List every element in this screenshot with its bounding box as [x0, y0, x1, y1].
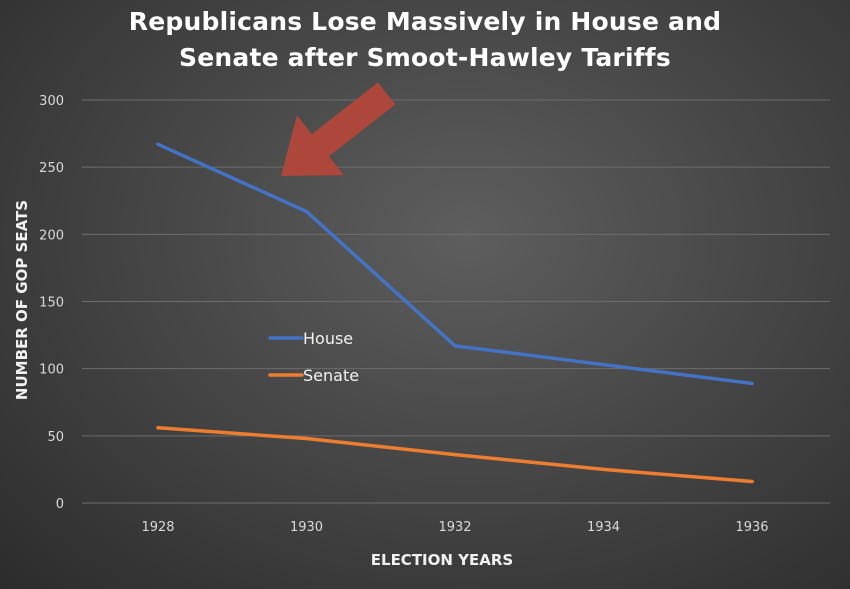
data-point-senate-1932	[453, 453, 457, 457]
legend-label-house: House	[303, 329, 353, 348]
chart-title-line-2: Senate after Smoot-Hawley Tariffs	[179, 43, 671, 72]
x-axis-label: ELECTION YEARS	[370, 551, 514, 569]
x-tick-label-1930: 1930	[290, 520, 323, 535]
legend-label-senate: Senate	[303, 366, 359, 385]
x-tick-label-1936: 1936	[735, 520, 768, 535]
series-line-house	[156, 142, 754, 386]
annotation-arrow	[281, 82, 396, 176]
data-point-house-1932	[453, 344, 457, 348]
y-axis-label: NUMBER OF GOP SEATS	[13, 199, 31, 401]
y-tick-label-250: 250	[39, 161, 64, 176]
chart-title-line-1: Republicans Lose Massively in House and	[128, 7, 722, 36]
y-tick-label-300: 300	[39, 94, 64, 109]
y-tick-label-200: 200	[39, 228, 64, 243]
y-tick-label-0: 0	[56, 497, 64, 512]
annotation-arrow-shape	[281, 82, 396, 176]
y-tick-label-50: 50	[47, 430, 64, 445]
x-tick-label-1928: 1928	[141, 520, 174, 535]
x-tick-label-1934: 1934	[587, 520, 620, 535]
data-point-senate-1928	[156, 426, 160, 430]
data-point-house-1928	[156, 142, 160, 146]
data-point-senate-1934	[601, 467, 606, 472]
y-tick-label-150: 150	[39, 296, 64, 311]
data-point-senate-1930	[304, 436, 309, 441]
data-point-house-1934	[601, 363, 606, 367]
y-tick-label-100: 100	[39, 363, 64, 378]
data-point-house-1930	[304, 209, 309, 214]
data-point-senate-1936	[750, 479, 754, 484]
data-point-house-1936	[750, 381, 754, 386]
x-tick-label-1932: 1932	[438, 520, 471, 535]
